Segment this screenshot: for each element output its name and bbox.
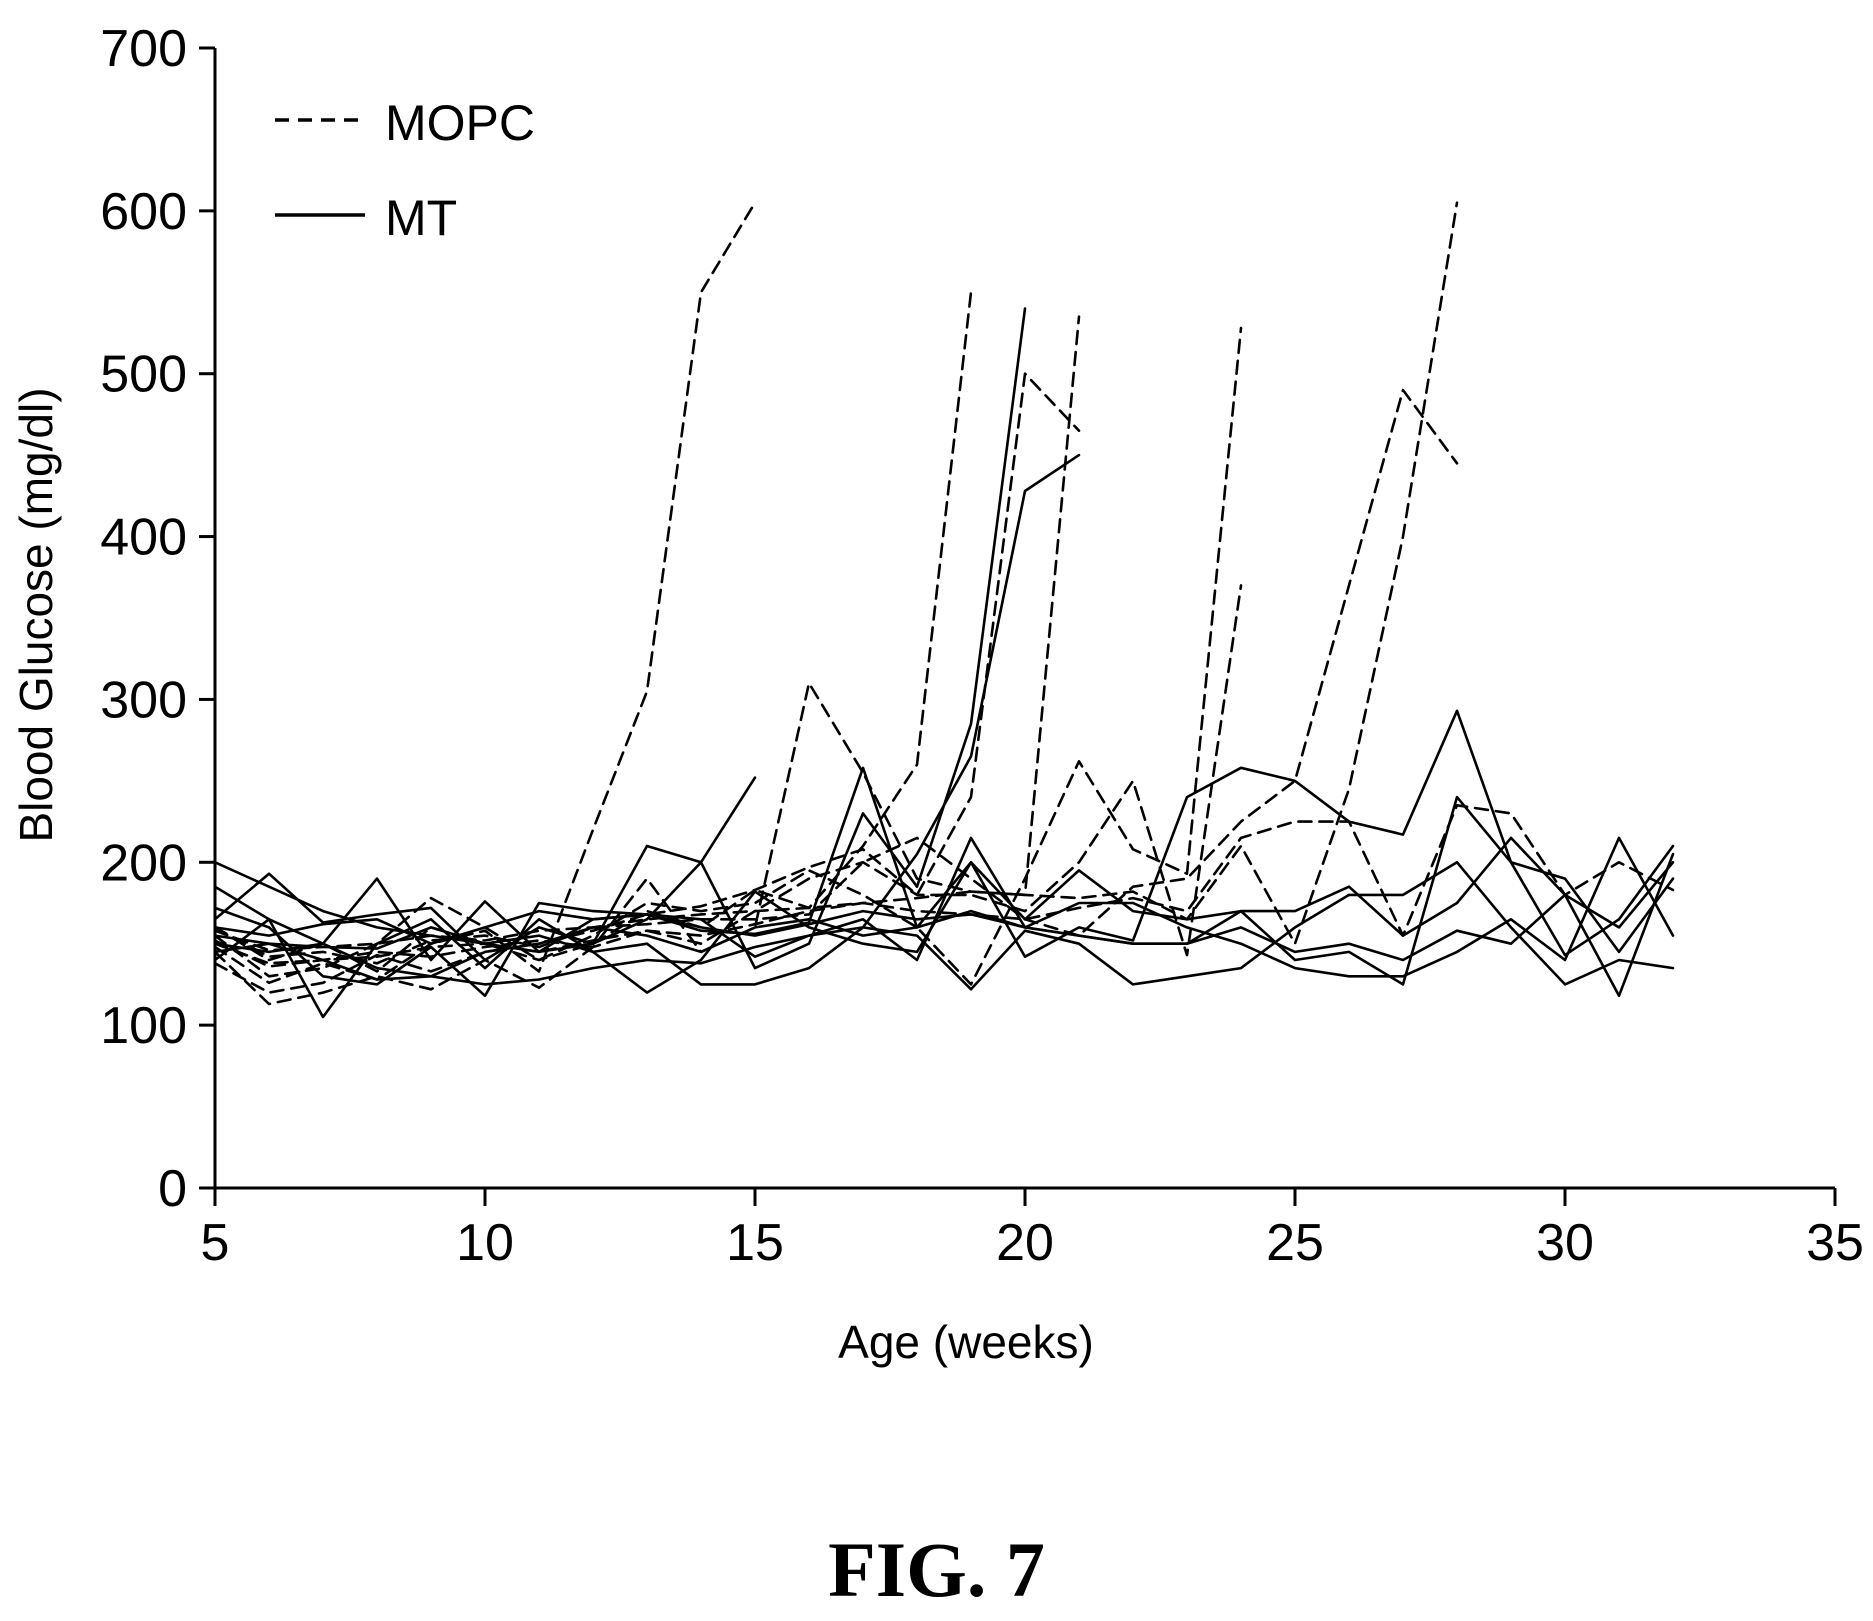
x-tick-label: 30 <box>1536 1214 1594 1272</box>
series-line-mopc-7 <box>213 201 1459 968</box>
y-axis-title: Blood Glucose (mg/dl) <box>10 387 62 842</box>
series-line-mopc-2 <box>213 372 1081 994</box>
y-tick-label: 300 <box>100 671 187 729</box>
x-axis-title: Age (weeks) <box>838 1316 1094 1368</box>
x-tick-label: 35 <box>1806 1214 1864 1272</box>
series-line-mt-13 <box>213 795 1675 1019</box>
x-tick-label: 5 <box>201 1214 230 1272</box>
x-tick-label: 15 <box>726 1214 784 1272</box>
y-tick-label: 500 <box>100 346 187 404</box>
series-line-mopc-4 <box>213 326 1243 986</box>
series-line-mt-15 <box>213 836 1675 998</box>
y-tick-label: 700 <box>100 20 187 78</box>
y-tick-label: 100 <box>100 997 187 1055</box>
series-line-mopc-8 <box>213 803 1675 952</box>
series-line-mt-9 <box>213 776 757 954</box>
y-tick-label: 0 <box>158 1160 187 1218</box>
series-line-mopc-1 <box>213 290 973 973</box>
x-tick-label: 25 <box>1266 1214 1324 1272</box>
series-line-mopc-0 <box>213 201 757 985</box>
legend: MOPC MT <box>275 95 535 246</box>
x-tick-label: 20 <box>996 1214 1054 1272</box>
y-tick-label: 400 <box>100 509 187 567</box>
y-tick-label: 600 <box>100 183 187 241</box>
series-line-mt-16 <box>213 836 1675 998</box>
axes: 5 10 15 20 25 30 35 0 100 200 300 400 500 600 700 <box>100 20 1864 1272</box>
series-line-mt-10 <box>213 453 1081 986</box>
series-line-mt-17 <box>213 860 1675 981</box>
series-lines <box>213 201 1675 1019</box>
series-line-mt-12 <box>213 709 1675 962</box>
figure-caption: FIG. 7 <box>828 1526 1045 1613</box>
legend-label-mt: MT <box>385 190 457 246</box>
legend-label-mopc: MOPC <box>385 95 535 151</box>
x-tick-label: 10 <box>456 1214 514 1272</box>
series-line-mt-11 <box>213 307 1027 970</box>
y-tick-label: 200 <box>100 834 187 892</box>
series-line-mopc-3 <box>213 315 1081 1006</box>
